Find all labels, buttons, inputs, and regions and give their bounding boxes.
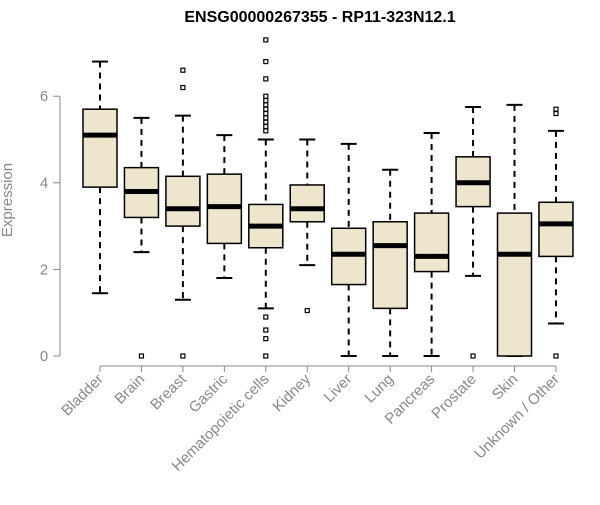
box-group [206,134,243,280]
outlier-point [263,93,269,99]
y-tick-label: 4 [40,175,48,192]
box-group [165,67,201,359]
outlier-point [180,84,186,91]
outlier-point [263,37,269,43]
outlier-point [263,97,269,104]
chart-title: ENSG00000267355 - RP11-323N12.1 [184,9,455,26]
x-tick-label: Breast [147,370,190,413]
outlier-point [263,119,269,125]
outlier-point [263,115,269,121]
x-tick-label: Skin [489,371,522,404]
x-tick-label: Bladder [58,371,107,420]
x-tick-label: Liver [321,371,356,406]
box-group [413,132,450,357]
y-tick-label: 0 [40,348,48,365]
box-iqr [538,201,574,258]
outlier-point [263,106,269,112]
box-iqr [372,221,408,310]
outlier-point [138,353,145,359]
outlier-point [263,314,269,320]
outlier-point [470,353,476,359]
outlier-point [553,353,559,359]
outlier-point [263,123,269,130]
box-group [538,106,574,359]
outlier-point [263,102,269,108]
box-iqr [496,212,533,357]
box-iqr [82,108,118,188]
outlier-point [263,327,269,333]
y-tick-label: 6 [40,88,48,105]
box-group [82,60,118,295]
box-group [496,103,533,357]
x-tick-label: Kidney [270,370,315,415]
outlier-point [263,58,269,65]
outlier-point [304,307,310,314]
outlier-point [553,110,559,117]
x-tick-label: Brain [111,371,148,408]
y-axis: 0 2 4 6 [40,88,557,372]
outlier-point [263,110,269,117]
box-iqr [413,212,450,273]
box-group [248,37,284,359]
x-tick-label: Prostate [428,371,480,423]
outlier-point [263,76,269,82]
outlier-point [263,353,269,359]
box-group [455,106,491,359]
outlier-point [180,67,186,73]
box-group [330,142,367,357]
box-group [372,168,408,357]
outlier-point [180,353,186,359]
box-group [289,138,325,314]
outlier-point [263,336,269,342]
box-iqr [289,184,325,223]
boxes-group [82,37,574,359]
outlier-point [263,128,269,134]
box-group [123,116,160,359]
y-tick-label: 2 [40,261,48,278]
x-tick-label: Lung [361,371,397,407]
outlier-point [553,106,559,112]
y-axis-label: Expression [0,163,16,237]
box-iqr [165,175,201,227]
